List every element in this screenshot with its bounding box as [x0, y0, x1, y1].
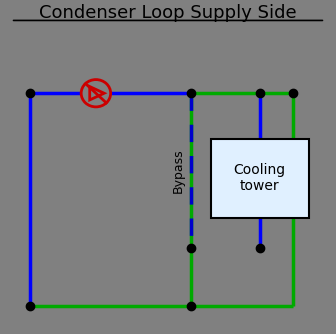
Title: Condenser Loop Supply Side: Condenser Loop Supply Side [39, 4, 297, 22]
Text: Cooling
tower: Cooling tower [234, 163, 286, 193]
Text: Bypass: Bypass [171, 148, 184, 193]
FancyBboxPatch shape [211, 139, 309, 217]
